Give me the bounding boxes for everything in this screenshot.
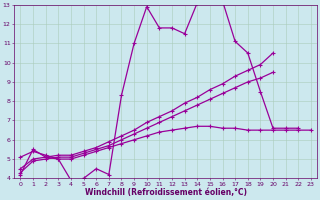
X-axis label: Windchill (Refroidissement éolien,°C): Windchill (Refroidissement éolien,°C) — [85, 188, 247, 197]
